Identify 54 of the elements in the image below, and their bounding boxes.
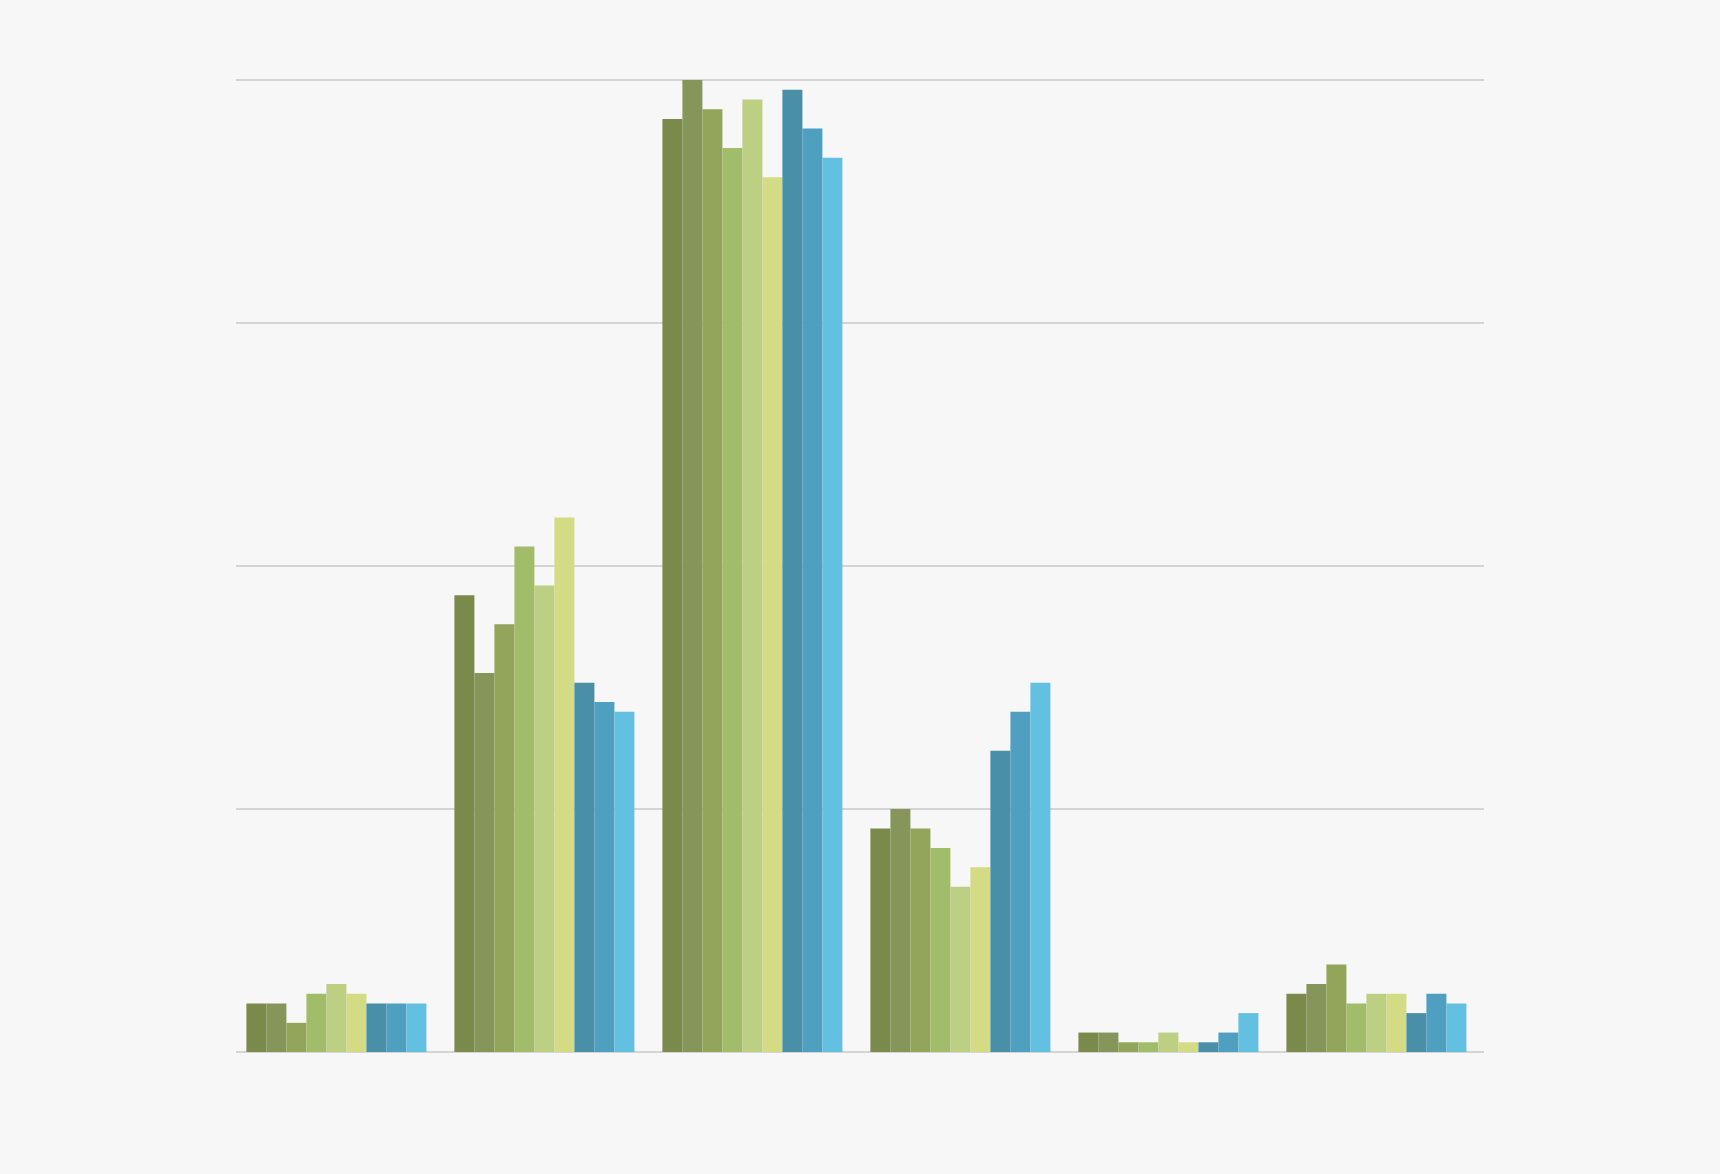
bar <box>514 546 535 1052</box>
bar <box>406 1003 427 1052</box>
bar <box>1286 993 1307 1052</box>
bar <box>930 847 951 1052</box>
bar <box>722 148 743 1052</box>
bar <box>1158 1032 1179 1052</box>
bar <box>346 993 367 1052</box>
bar <box>534 585 555 1052</box>
bar <box>1118 1042 1139 1052</box>
bar <box>474 672 495 1052</box>
bar <box>454 595 475 1052</box>
bar <box>1198 1042 1219 1052</box>
bar <box>990 750 1011 1052</box>
bar <box>702 109 723 1052</box>
bar <box>1326 964 1347 1052</box>
bar <box>1446 1003 1467 1052</box>
bar <box>762 177 783 1052</box>
bar <box>326 983 347 1052</box>
bar <box>802 128 823 1052</box>
bar <box>366 1003 387 1052</box>
bar <box>870 828 891 1052</box>
bar <box>890 809 911 1052</box>
bar <box>910 828 931 1052</box>
bar <box>1138 1042 1159 1052</box>
bar <box>662 118 683 1052</box>
bar <box>742 99 763 1052</box>
bar <box>950 886 971 1052</box>
bar <box>494 624 515 1052</box>
bar <box>1366 993 1387 1052</box>
bar <box>266 1003 287 1052</box>
bar <box>574 682 595 1052</box>
bar <box>1386 993 1407 1052</box>
bar <box>1178 1042 1199 1052</box>
bar <box>594 702 615 1052</box>
bar <box>1098 1032 1119 1052</box>
bar <box>822 157 843 1052</box>
bar <box>1406 1013 1427 1052</box>
bar <box>1078 1032 1099 1052</box>
bar <box>614 711 635 1052</box>
bar <box>782 89 803 1052</box>
bar <box>1030 682 1051 1052</box>
bar <box>306 993 327 1052</box>
bar <box>1346 1003 1367 1052</box>
bar <box>1218 1032 1239 1052</box>
bar <box>246 1003 267 1052</box>
bar <box>1238 1013 1259 1052</box>
bar <box>554 517 575 1052</box>
bar <box>1426 993 1447 1052</box>
bar <box>970 867 991 1052</box>
bar <box>1306 983 1327 1052</box>
bar <box>286 1022 307 1052</box>
bar <box>682 80 703 1052</box>
bar <box>386 1003 407 1052</box>
bar <box>1010 711 1031 1052</box>
